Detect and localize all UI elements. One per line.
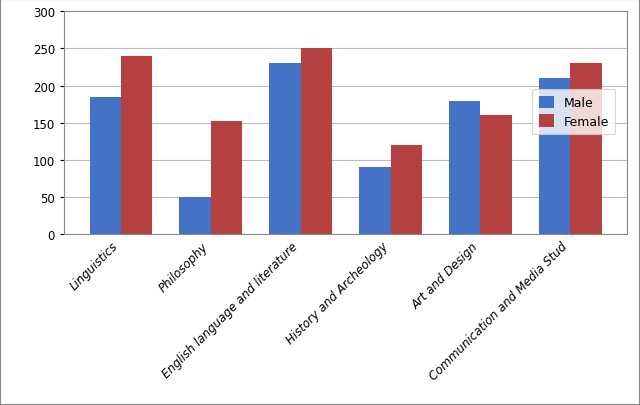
Bar [90, 98, 121, 235]
Bar [211, 122, 243, 235]
Bar [449, 101, 481, 235]
Bar [390, 146, 422, 235]
Bar [121, 57, 152, 235]
Bar [269, 64, 301, 235]
Bar [570, 64, 602, 235]
Legend: Male, Female: Male, Female [532, 90, 615, 135]
Bar [539, 79, 570, 235]
Bar [481, 116, 512, 235]
Bar [179, 198, 211, 235]
Bar [359, 168, 390, 235]
Bar [301, 49, 332, 235]
